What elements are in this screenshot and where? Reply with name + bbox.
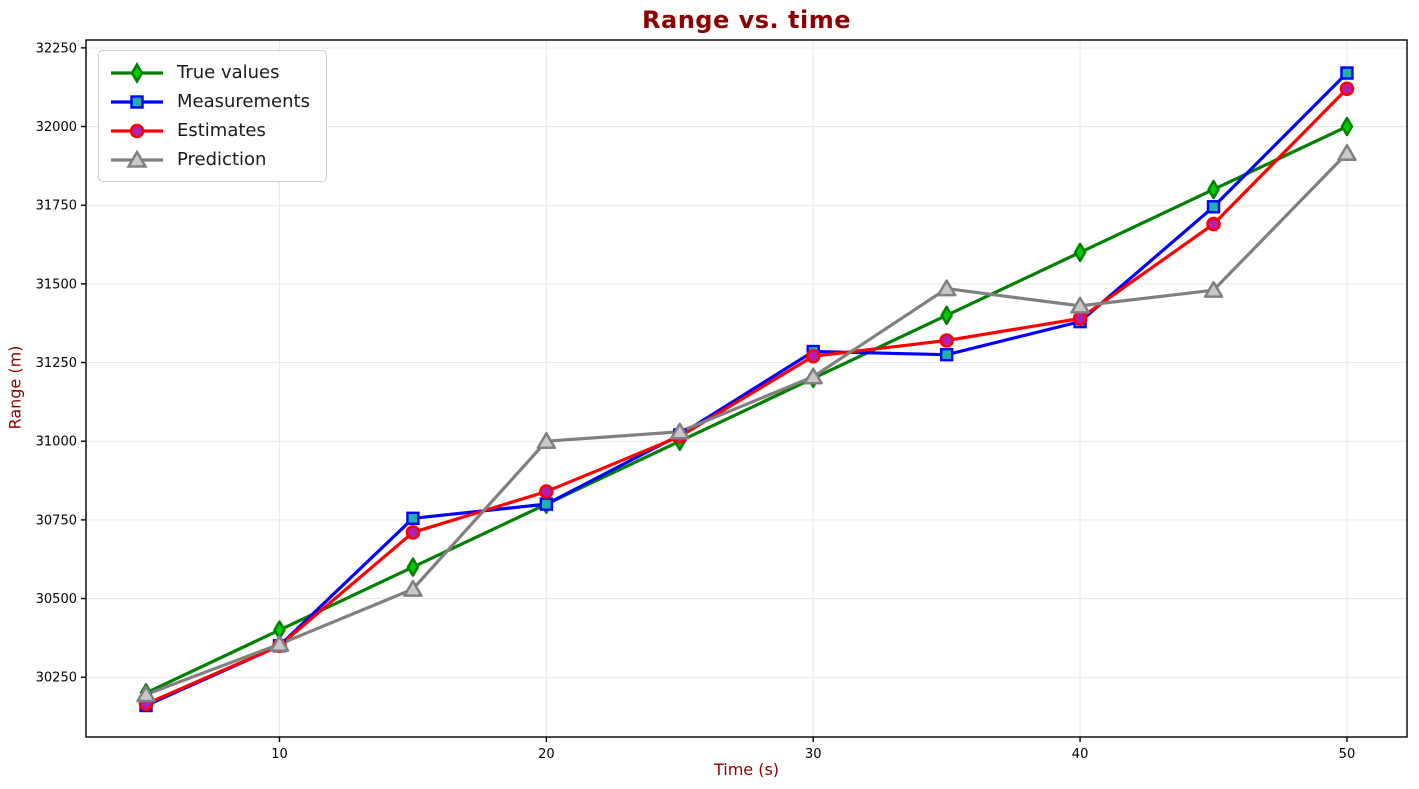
series-line-estimates <box>145 87 1349 706</box>
legend-item-estimates: Estimates <box>109 116 310 145</box>
marker-true-values <box>1340 116 1354 137</box>
marker-prediction <box>1070 296 1090 314</box>
x-tick-label: 40 <box>1072 747 1089 762</box>
legend-label: Prediction <box>177 149 267 170</box>
legend-item-true-values: True values <box>109 58 310 87</box>
legend-label: Estimates <box>177 120 266 141</box>
marker-estimates <box>539 484 554 499</box>
marker-prediction <box>403 579 423 597</box>
x-axis-label: Time (s) <box>713 760 780 779</box>
marker-prediction <box>1203 280 1224 298</box>
legend-marker-square-icon <box>130 94 144 109</box>
y-tick-label: 31000 <box>36 435 77 450</box>
y-tick-label: 31500 <box>36 277 77 292</box>
marker-prediction <box>536 431 557 449</box>
marker-estimates <box>805 348 821 364</box>
y-tick-label: 30750 <box>36 513 77 528</box>
chart-title: Range vs. time <box>642 6 851 34</box>
marker-estimates <box>405 525 421 540</box>
x-tick-label: 10 <box>271 747 288 762</box>
legend-sample-prediction <box>111 149 163 168</box>
marker-estimates <box>1206 216 1221 232</box>
y-tick-label: 32250 <box>36 41 77 56</box>
marker-true-values <box>406 557 420 577</box>
marker-prediction <box>1337 144 1357 162</box>
legend-marker-triangle-up-icon <box>126 149 148 168</box>
marker-measurements <box>1340 66 1354 80</box>
legend-marker-thin-diamond-icon <box>130 61 144 84</box>
y-tick-label: 30250 <box>36 671 77 686</box>
y-tick-label: 31750 <box>36 199 77 214</box>
series-line-measurements <box>145 71 1349 707</box>
y-tick-label: 31250 <box>36 356 77 371</box>
x-tick-label: 50 <box>1339 747 1356 762</box>
y-axis-label: Range (m) <box>5 345 25 430</box>
y-tick-label: 30500 <box>36 592 77 607</box>
marker-measurements <box>406 511 420 526</box>
legend-label: Measurements <box>177 91 310 112</box>
marker-estimates <box>1072 311 1088 326</box>
marker-true-values <box>940 305 953 326</box>
series-line-prediction <box>145 152 1349 697</box>
marker-prediction <box>670 422 690 440</box>
x-tick-label: 20 <box>538 747 555 762</box>
marker-true-values <box>1207 179 1220 200</box>
legend: True values Measurements Estimates Predicti… <box>98 50 327 182</box>
axes-spines <box>85 39 1408 738</box>
legend-item-prediction: Prediction <box>109 145 310 174</box>
y-tick-label: 32000 <box>36 120 77 135</box>
marker-prediction <box>269 634 290 652</box>
legend-sample-true-values <box>111 61 163 84</box>
marker-estimates <box>939 333 954 348</box>
marker-prediction <box>803 367 823 385</box>
marker-true-values <box>1073 242 1087 263</box>
legend-item-measurements: Measurements <box>109 87 310 116</box>
marker-estimates <box>1339 81 1355 97</box>
marker-measurements <box>939 347 954 362</box>
marker-measurements <box>539 497 554 511</box>
series-line-true-values <box>145 125 1348 695</box>
legend-sample-estimates <box>111 123 163 138</box>
legend-label: True values <box>177 62 280 83</box>
x-tick-label: 30 <box>805 747 822 762</box>
marker-prediction <box>936 279 957 297</box>
marker-measurements <box>1206 200 1221 214</box>
legend-sample-measurements <box>111 94 163 109</box>
legend-marker-circle-icon <box>129 123 145 138</box>
marker-prediction <box>136 685 156 703</box>
